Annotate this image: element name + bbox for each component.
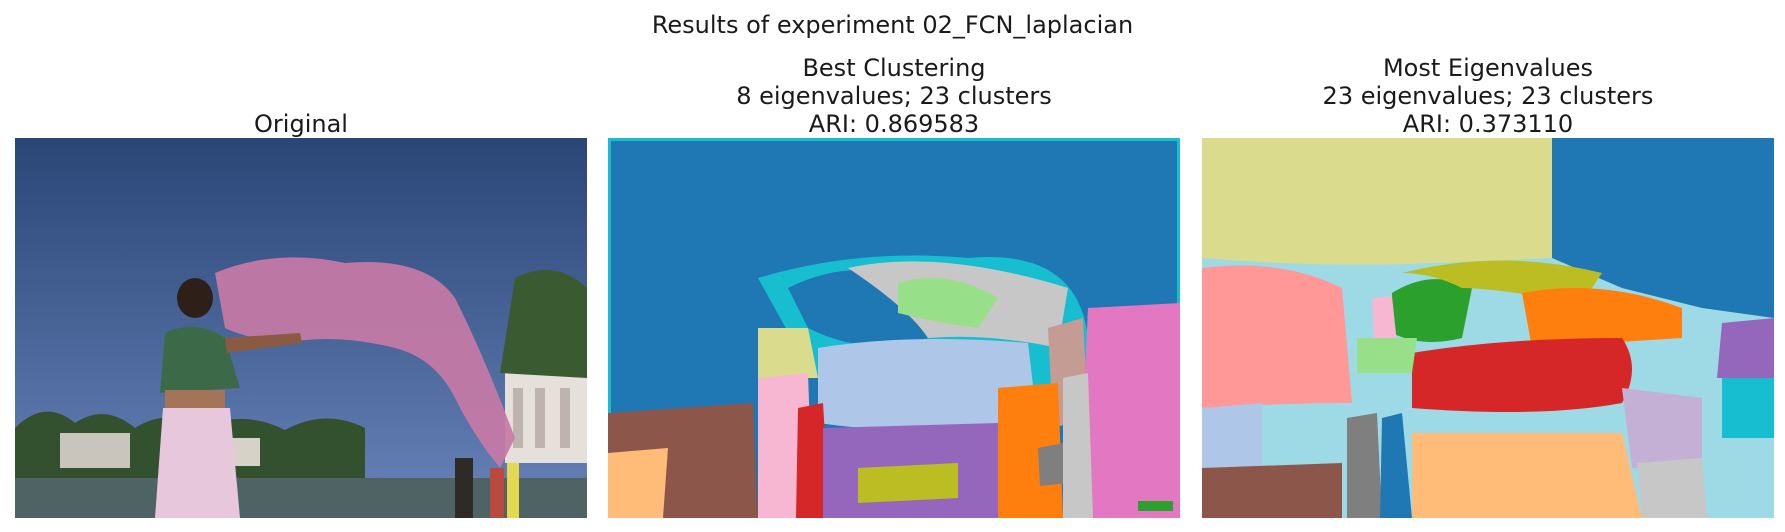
panel-title-line: ARI: 0.373110 <box>1402 110 1574 138</box>
panel-title-line: Best Clustering <box>802 54 986 82</box>
original-image <box>15 138 587 518</box>
panel-most-eigenvalues: Most Eigenvalues 23 eigenvalues; 23 clus… <box>1202 38 1774 518</box>
most-eigenvalues-map <box>1202 138 1774 518</box>
panel-title-line: Original <box>254 110 348 138</box>
figure-title: Results of experiment 02_FCN_laplacian <box>651 11 1134 39</box>
panel-title-best: Best Clustering 8 eigenvalues; 23 cluste… <box>608 54 1180 138</box>
panel-original: Original <box>15 38 587 518</box>
panel-title-line: 23 eigenvalues; 23 clusters <box>1322 82 1654 110</box>
panel-title-most: Most Eigenvalues 23 eigenvalues; 23 clus… <box>1202 54 1774 138</box>
panel-title-line: ARI: 0.869583 <box>808 110 980 138</box>
panel-best-clustering: Best Clustering 8 eigenvalues; 23 cluste… <box>608 38 1180 518</box>
panel-title-line: 8 eigenvalues; 23 clusters <box>736 82 1052 110</box>
panel-title-original: Original <box>15 110 587 138</box>
panel-title-line: Most Eigenvalues <box>1382 54 1594 82</box>
best-clustering-map <box>608 138 1180 518</box>
